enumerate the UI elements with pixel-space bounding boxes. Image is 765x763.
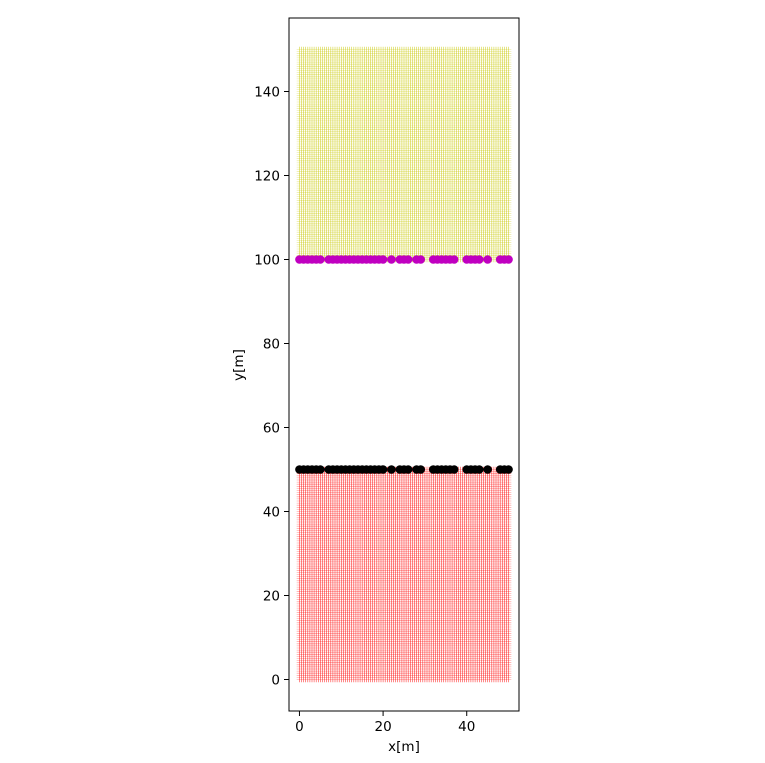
data-point <box>449 465 459 474</box>
y-tick-label: 20 <box>263 589 280 605</box>
x-tick-label: 20 <box>374 719 391 735</box>
y-tick-label: 40 <box>263 505 280 521</box>
x-tick-label: 0 <box>295 719 304 735</box>
data-point <box>504 465 513 474</box>
x-axis-label: x[m] <box>388 739 420 755</box>
data-point <box>378 465 388 474</box>
y-tick-label: 100 <box>254 253 280 269</box>
y-tick-label: 140 <box>254 85 280 101</box>
data-point <box>316 255 325 264</box>
data-point <box>483 465 492 474</box>
plus-marker-field-0 <box>296 466 512 683</box>
data-point <box>416 255 426 264</box>
data-point <box>403 465 413 474</box>
y-tick-label: 0 <box>271 673 280 689</box>
data-point <box>403 255 413 264</box>
y-axis-label: y[m] <box>231 349 247 381</box>
data-point <box>416 465 426 474</box>
data-point <box>474 465 484 474</box>
circle-series-3 <box>295 255 513 264</box>
x-tick-label: 40 <box>458 719 475 735</box>
axes-frame <box>288 17 520 712</box>
y-tick-label: 120 <box>254 169 280 185</box>
circle-series-2 <box>295 465 513 474</box>
data-point <box>316 465 325 474</box>
y-tick-label: 60 <box>263 421 280 437</box>
plot-area <box>295 46 513 683</box>
y-tick-label: 80 <box>263 337 280 353</box>
data-point <box>387 255 396 264</box>
data-point <box>449 255 459 264</box>
data-point <box>504 255 513 264</box>
data-point <box>483 255 492 264</box>
axes: 0 20 40 0 20 40 60 80 100 120 140 <box>254 85 475 736</box>
data-point <box>387 465 396 474</box>
data-point <box>378 255 388 264</box>
data-point <box>474 255 484 264</box>
plus-marker-field-1 <box>296 46 512 263</box>
